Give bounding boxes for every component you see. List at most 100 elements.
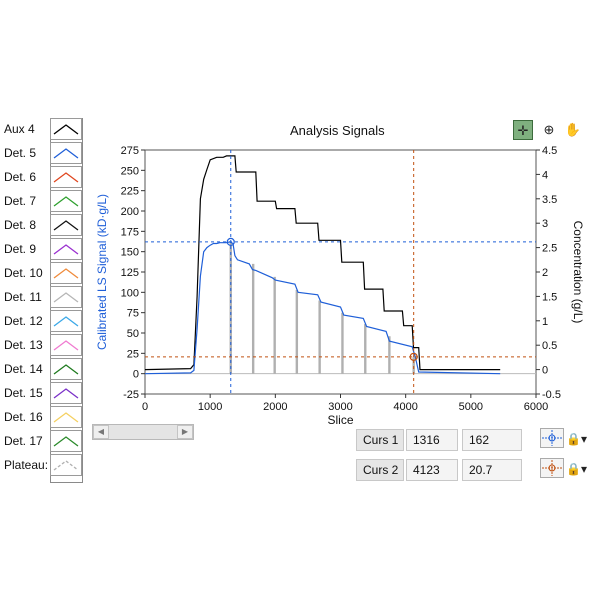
cursor-1-label: Curs 1 [356, 429, 404, 451]
legend-label: Det. 9 [4, 242, 37, 256]
chart-title: Analysis Signals [290, 123, 385, 138]
cursor-1-marker [226, 237, 235, 247]
cursor-2-y-value: 20.7 [462, 459, 522, 481]
legend-swatch-icon [50, 238, 82, 260]
y2-tick-label: 1 [542, 316, 548, 328]
legend-item[interactable]: Aux 4 [0, 118, 84, 142]
legend-label: Det. 16 [4, 410, 43, 424]
scroll-right-icon[interactable]: ▶ [177, 425, 193, 439]
legend-swatch-icon [50, 358, 82, 380]
cursor-2-label: Curs 2 [356, 459, 404, 481]
legend-item[interactable]: Det. 9 [0, 238, 84, 262]
y-tick-label: 75 [127, 308, 139, 320]
y2-tick-label: 4 [542, 169, 548, 181]
legend-label: Det. 15 [4, 386, 43, 400]
cursor-1-lock-icon[interactable]: 🔒▾ [566, 432, 587, 446]
y2-tick-label: 1.5 [542, 291, 557, 303]
y-tick-label: 50 [127, 328, 139, 340]
y-tick-label: 150 [121, 247, 139, 259]
horizontal-scrollbar[interactable]: ◀ ▶ [92, 424, 194, 440]
legend-item[interactable]: Det. 6 [0, 166, 84, 190]
legend-swatch-icon [50, 166, 82, 188]
legend-swatch-icon [50, 334, 82, 356]
plot-area [144, 149, 537, 395]
series-line-det-5 [144, 241, 501, 375]
y-tick-label: 0 [133, 369, 139, 381]
legend-swatch-icon [50, 382, 82, 404]
legend-label: Det. 14 [4, 362, 43, 376]
series-line-aux-4 [144, 155, 501, 371]
y-tick-label: 175 [121, 226, 139, 238]
cursor-2-lock-icon[interactable]: 🔒▾ [566, 462, 587, 476]
legend-item[interactable]: Det. 11 [0, 286, 84, 310]
legend-item[interactable]: Det. 5 [0, 142, 84, 166]
y2-tick-label: 3.5 [542, 194, 557, 206]
analysis-chart[interactable]: -250255075100125150175200225250275-0.500… [88, 118, 600, 438]
y2-tick-label: 0 [542, 365, 548, 377]
legend-label: Plateau: [4, 458, 49, 472]
y-tick-label: 275 [121, 145, 139, 157]
legend-label: Aux 4 [4, 122, 35, 136]
legend-label: Det. 7 [4, 194, 37, 208]
legend-label: Det. 5 [4, 146, 37, 160]
cursor-2-marker [409, 352, 418, 361]
legend-label: Det. 12 [4, 314, 43, 328]
y2-tick-label: 2.5 [542, 243, 557, 255]
legend-swatch-icon [50, 286, 82, 308]
y-axis-label: Calibrated LS Signal (kD·g/L) [95, 194, 109, 350]
cursor-1-x-value: 1316 [406, 429, 458, 451]
cursor-1-y-value: 162 [462, 429, 522, 451]
legend-item[interactable]: Det. 17 [0, 430, 84, 454]
legend-swatch-icon [50, 310, 82, 332]
legend-label: Det. 13 [4, 338, 43, 352]
legend-swatch-icon [50, 406, 82, 428]
legend-label: Det. 6 [4, 170, 37, 184]
x-tick-label: 4000 [393, 401, 417, 413]
hand-pan-icon[interactable]: ✋ [564, 122, 582, 137]
y-tick-label: 200 [121, 206, 139, 218]
legend-item[interactable]: Plateau: [0, 454, 84, 478]
legend-swatch-icon [50, 430, 82, 452]
x-tick-label: 2000 [263, 401, 287, 413]
y2-tick-label: 0.5 [542, 340, 557, 352]
y2-tick-label: -0.5 [542, 389, 561, 401]
legend-item[interactable]: Det. 7 [0, 190, 84, 214]
cursor-1-crosshair-icon[interactable] [540, 428, 564, 448]
cursor-2-crosshair-icon[interactable] [540, 458, 564, 478]
legend-label: Det. 8 [4, 218, 37, 232]
cursor-2-x-value: 4123 [406, 459, 458, 481]
y-tick-label: 100 [121, 287, 139, 299]
legend-item[interactable]: Det. 10 [0, 262, 84, 286]
legend-swatch-icon [50, 262, 82, 284]
x-tick-label: 1000 [198, 401, 222, 413]
y-tick-label: 125 [121, 267, 139, 279]
crosshair-icon[interactable]: ✛ [513, 120, 533, 140]
legend-item[interactable]: Det. 14 [0, 358, 84, 382]
scroll-left-icon[interactable]: ◀ [93, 425, 109, 439]
x-tick-label: 0 [142, 401, 148, 413]
x-tick-label: 6000 [524, 401, 548, 413]
legend-item[interactable]: Det. 13 [0, 334, 84, 358]
legend-label: Det. 11 [4, 290, 42, 304]
legend-swatch-icon [50, 454, 82, 476]
legend-item[interactable]: Det. 12 [0, 310, 84, 334]
legend-swatch-icon [50, 142, 82, 164]
y2-tick-label: 2 [542, 267, 548, 279]
legend-label: Det. 17 [4, 434, 43, 448]
x-tick-label: 3000 [328, 401, 352, 413]
y2-tick-label: 4.5 [542, 145, 557, 157]
y-tick-label: -25 [123, 389, 139, 401]
y2-tick-label: 3 [542, 218, 548, 230]
legend-item[interactable]: Det. 16 [0, 406, 84, 430]
legend-swatch-icon [50, 118, 82, 140]
legend-swatch-icon [50, 190, 82, 212]
y-tick-label: 250 [121, 165, 139, 177]
legend-label: Det. 10 [4, 266, 43, 280]
y2-axis-label: Concentration (g/L) [571, 221, 585, 324]
legend-swatch-icon [50, 214, 82, 236]
y-tick-label: 25 [127, 348, 139, 360]
legend-item[interactable]: Det. 15 [0, 382, 84, 406]
legend-item[interactable]: Det. 8 [0, 214, 84, 238]
x-tick-label: 5000 [459, 401, 483, 413]
zoom-icon[interactable]: ⊕ [543, 122, 555, 137]
